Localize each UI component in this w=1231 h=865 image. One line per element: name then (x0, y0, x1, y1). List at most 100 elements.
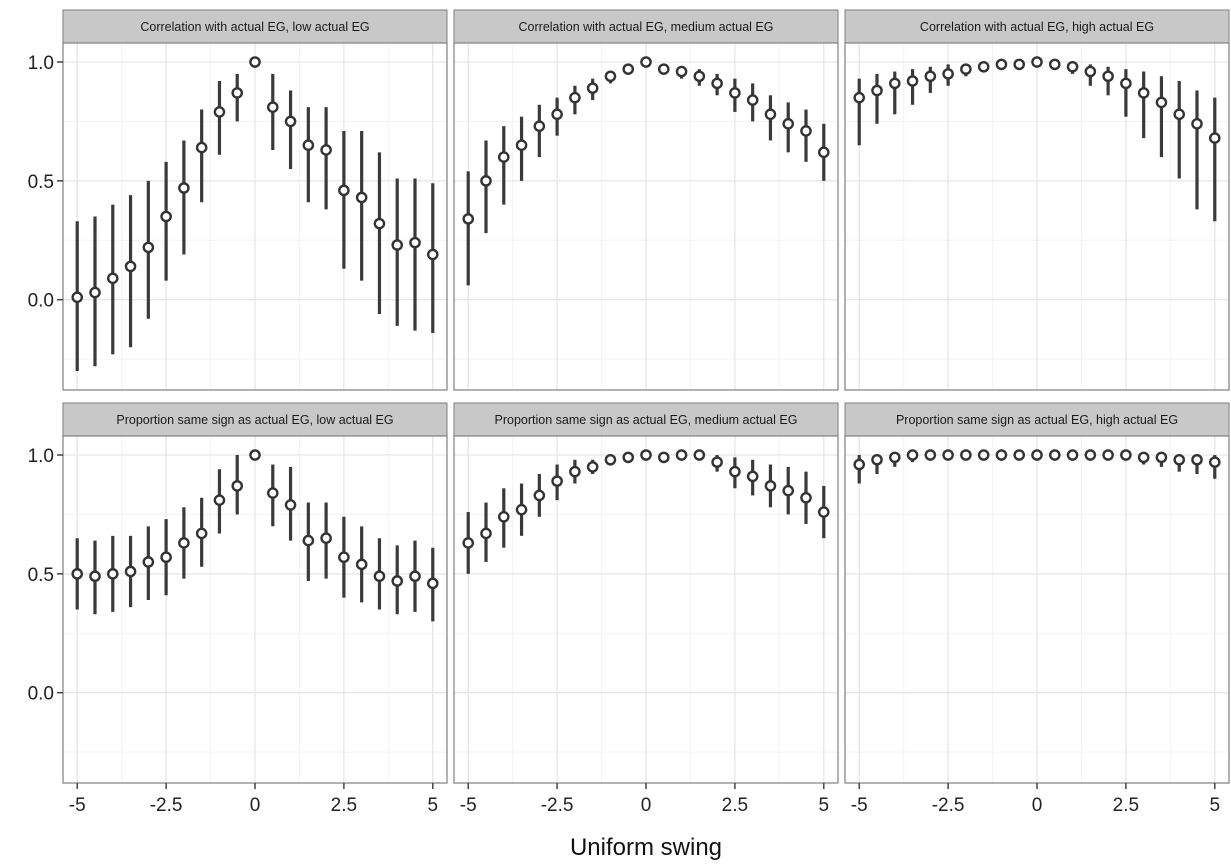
data-point (178, 537, 190, 549)
data-point (1084, 449, 1097, 461)
data-point (729, 87, 741, 99)
data-point (800, 125, 812, 137)
facet-strip-title: Correlation with actual EG, medium actua… (519, 20, 774, 34)
data-point (1066, 60, 1079, 73)
data-point (657, 451, 670, 464)
data-point (515, 503, 528, 516)
facet-strip-title: Correlation with actual EG, high actual … (920, 20, 1154, 34)
data-point (1120, 77, 1132, 90)
data-point (1173, 453, 1186, 466)
y-tick-label: 1.0 (28, 53, 54, 74)
facet-strip (844, 9, 1230, 44)
data-point (551, 108, 563, 121)
y-tick-label: 0.5 (28, 565, 54, 586)
data-point (355, 191, 368, 204)
x-tick-label: -2.5 (541, 795, 574, 816)
data-point (195, 141, 208, 154)
data-point (373, 570, 386, 583)
facet-panel-4: Proportion same sign as actual EG, low a… (62, 402, 448, 784)
data-point (515, 139, 528, 151)
data-point (977, 449, 990, 461)
data-point (391, 239, 404, 251)
data-point (1013, 449, 1026, 461)
x-tick-label: 5 (1209, 795, 1220, 816)
y-tick-label: 0.0 (28, 684, 54, 705)
data-point (640, 449, 652, 461)
data-point (160, 210, 172, 223)
data-point (195, 527, 208, 540)
facet-strip-title: Proportion same sign as actual EG, high … (896, 413, 1178, 427)
data-point (480, 527, 492, 540)
data-point (373, 217, 386, 230)
data-point (1155, 451, 1168, 464)
y-tick-label: 0.5 (28, 172, 54, 193)
facet-panel-1: Correlation with actual EG, low actual E… (62, 9, 448, 391)
data-point (1066, 449, 1079, 461)
data-point (906, 449, 919, 461)
data-point (817, 146, 830, 159)
data-point (746, 94, 759, 106)
data-point (480, 175, 492, 187)
data-point (1137, 451, 1150, 464)
data-point (1013, 58, 1026, 71)
data-point (266, 487, 279, 499)
data-point (1208, 456, 1221, 468)
data-point (924, 449, 937, 461)
data-point (995, 58, 1008, 71)
data-point (551, 475, 563, 487)
data-point (1048, 58, 1061, 71)
y-tick-label: 1.0 (28, 446, 54, 467)
data-point (302, 534, 315, 547)
data-point (1137, 87, 1150, 99)
y-tick-label: 0.0 (28, 291, 54, 312)
data-point (1120, 449, 1132, 461)
data-point (853, 91, 866, 104)
y-axis: 0.0 0.5 1.0 0.0 0.5 1.0 (28, 53, 63, 705)
data-point (1031, 449, 1043, 461)
data-point (604, 453, 617, 466)
data-point (426, 577, 439, 590)
data-point (782, 118, 795, 130)
data-point (888, 451, 901, 464)
data-point (1191, 453, 1203, 466)
data-point (853, 458, 866, 471)
facet-panel-2: Correlation with actual EG, medium actua… (453, 9, 839, 391)
x-axis-title: Uniform swing (570, 834, 722, 861)
data-point (924, 70, 937, 83)
facet-strip (62, 402, 448, 437)
data-point (764, 480, 777, 492)
data-point (249, 56, 261, 68)
data-point (782, 484, 795, 497)
data-point (693, 70, 706, 83)
data-point (871, 453, 883, 466)
facet-strip (453, 402, 839, 437)
facet-panel-3: Correlation with actual EG, high actual … (844, 9, 1230, 391)
panel-border (453, 42, 839, 391)
data-point (640, 56, 652, 68)
x-tick-label: 5 (818, 795, 829, 816)
data-point (249, 449, 261, 461)
data-point (960, 449, 972, 461)
data-point (888, 77, 901, 90)
data-point (675, 65, 688, 78)
data-point (409, 570, 421, 583)
x-tick-label: 5 (427, 795, 438, 816)
chart-panels: Correlation with actual EG, low actual E… (62, 9, 1230, 784)
data-point (71, 291, 84, 304)
data-point (1084, 65, 1097, 78)
data-point (746, 470, 759, 483)
data-point (711, 77, 723, 90)
data-point (1173, 108, 1186, 121)
data-point (764, 108, 777, 121)
data-point (1102, 449, 1114, 461)
data-point (124, 260, 137, 273)
panel-border (844, 42, 1230, 391)
data-point (622, 451, 635, 464)
data-point (338, 184, 350, 197)
data-point (569, 465, 581, 478)
data-point (906, 75, 919, 87)
data-point (533, 120, 546, 132)
data-point (462, 537, 475, 549)
data-point (675, 449, 688, 461)
